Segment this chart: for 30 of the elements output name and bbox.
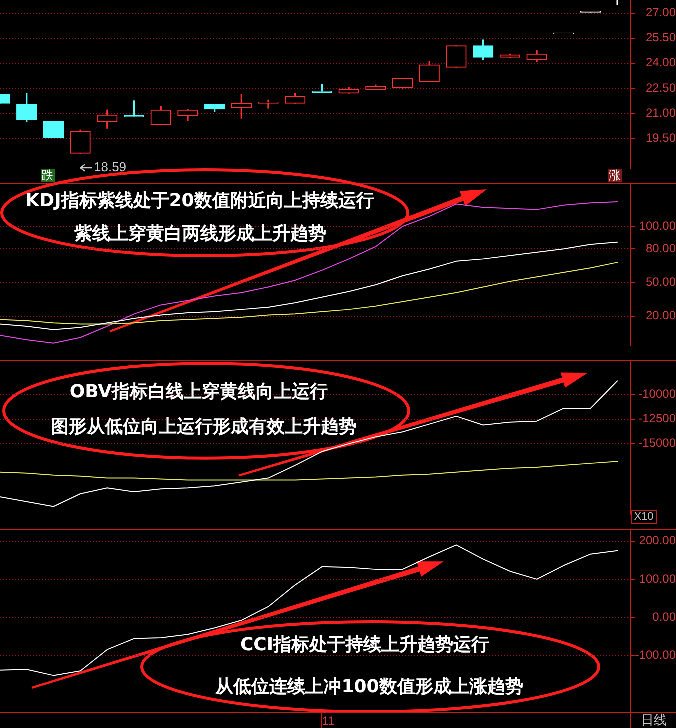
y-tick-label: 80.00 bbox=[646, 241, 676, 256]
y-tick-label: 22.50 bbox=[646, 80, 676, 95]
annotation: 从低位连续上冲100数值形成上涨趋势 bbox=[216, 676, 524, 698]
text: X10 bbox=[631, 510, 657, 524]
y-tick-label: 25.50 bbox=[646, 30, 676, 45]
y-tick-label: 24.00 bbox=[646, 56, 676, 70]
annotation: 紫线上穿黄白两线形成上升趋势 bbox=[74, 224, 326, 246]
y-tick-label: 0.00 bbox=[652, 610, 676, 624]
y-tick-label: -100.00 bbox=[635, 648, 676, 662]
annotation: 跌 bbox=[40, 168, 54, 182]
y-tick-label: 27.00 bbox=[646, 6, 676, 20]
y-tick-label: -15000 bbox=[638, 436, 676, 450]
annotation: 涨 bbox=[608, 168, 622, 182]
annotation: 18.59 bbox=[94, 159, 127, 176]
annotation: CCI指标处于持续上升趋势运行 bbox=[240, 634, 490, 656]
y-tick-label: 50.00 bbox=[646, 275, 676, 290]
y-tick-label: 200.00 bbox=[639, 534, 676, 548]
y-tick-label: -10000 bbox=[638, 387, 676, 402]
annotation: OBV指标白线上穿黄线向上运行 bbox=[70, 382, 328, 404]
y-tick-label: 20.00 bbox=[646, 308, 676, 323]
x-tick-label: 11 bbox=[322, 714, 335, 728]
annotation: KDJ指标紫线处于20数值附近向上持续运行 bbox=[26, 190, 374, 212]
text: 日线 bbox=[641, 713, 667, 728]
y-tick-label: 21.00 bbox=[646, 106, 676, 120]
candlestick bbox=[258, 100, 279, 109]
y-tick-label: 19.50 bbox=[646, 130, 676, 145]
y-tick-label: -12500 bbox=[638, 412, 676, 426]
y-tick-label: 100.00 bbox=[639, 218, 676, 233]
annotation: 图形从低位向上运行形成有效上升趋势 bbox=[51, 416, 357, 438]
y-tick-label: 100.00 bbox=[639, 572, 676, 586]
